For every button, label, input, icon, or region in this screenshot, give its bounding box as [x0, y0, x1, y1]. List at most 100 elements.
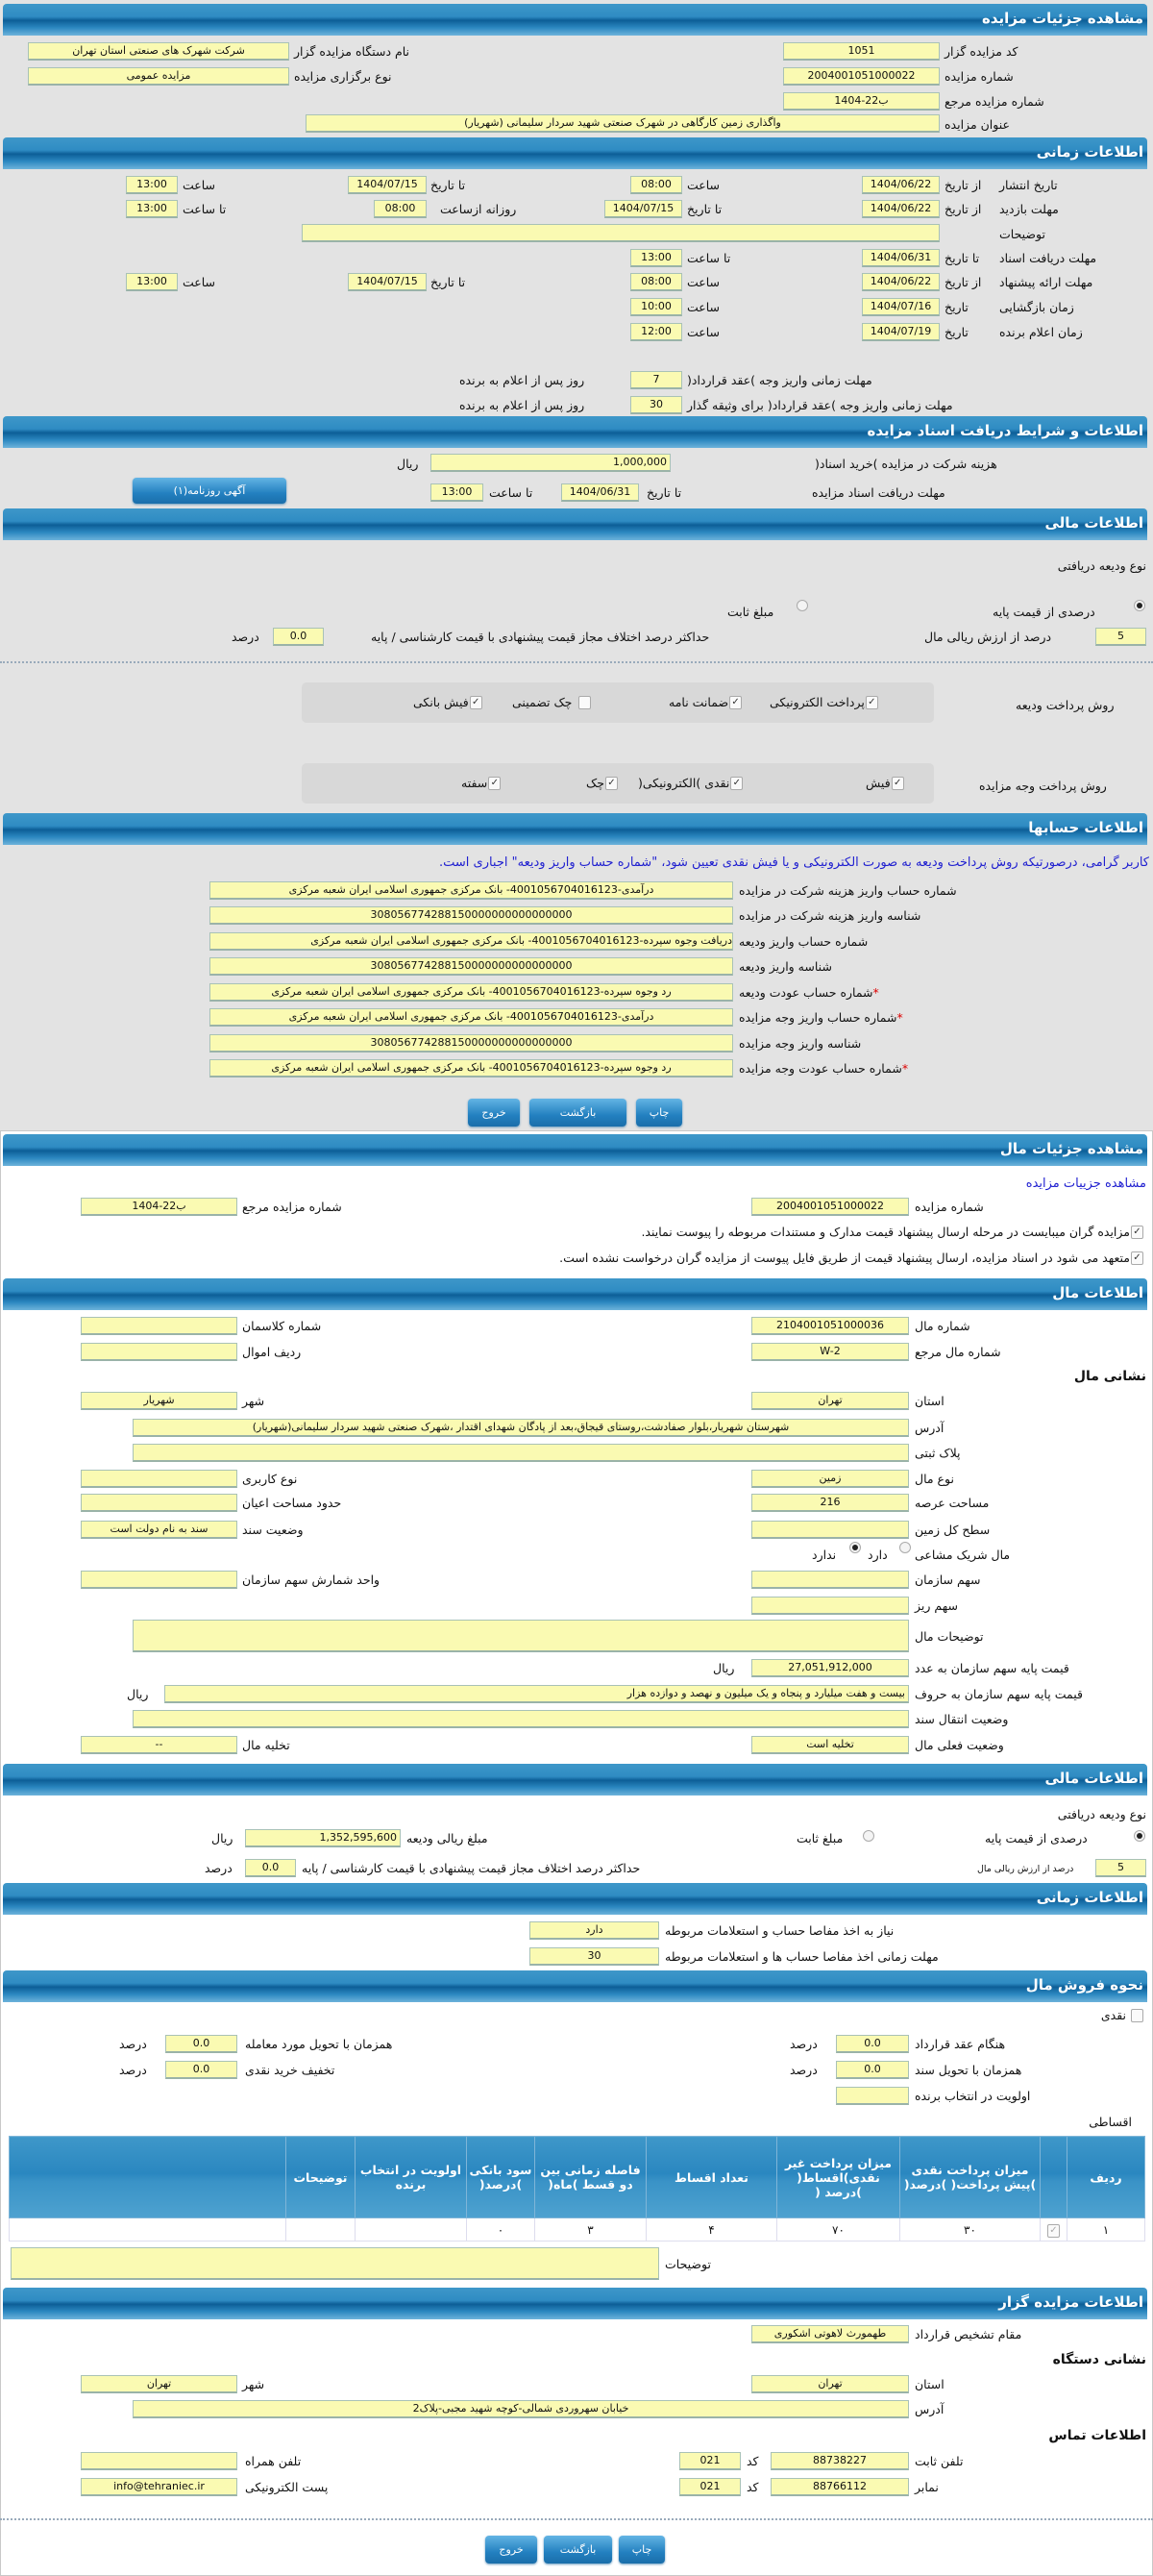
winner-time[interactable]: 12:00 [630, 323, 682, 341]
docs-to-date[interactable]: 1404/06/31 [862, 249, 940, 267]
publish-from-date[interactable]: 1404/06/22 [862, 176, 940, 194]
auction-details-link[interactable]: مشاهده جزییات مزایده [1025, 1177, 1146, 1191]
item-deposit-percent-field[interactable]: 5 [1095, 1859, 1146, 1877]
usage-field[interactable] [81, 1470, 237, 1488]
deed-status-field[interactable]: سند به نام دولت است [81, 1521, 237, 1539]
address-field[interactable]: شهرستان شهریار،بلوار صفادشت،روستای قیجاق… [133, 1419, 909, 1437]
fixed-radio[interactable] [797, 600, 808, 611]
newspaper-ad-button[interactable]: آگهی روزنامه(۱) [133, 478, 286, 504]
max-diff-field[interactable]: 0.0 [273, 628, 324, 646]
account-field[interactable]: درآمدی-4001056704016123- بانک مرکزی جمهو… [209, 881, 733, 900]
price-words-field[interactable]: بیست و هفت میلیارد و پنجاه و یک میلیون و… [164, 1685, 909, 1703]
opening-date[interactable]: 1404/07/16 [862, 298, 940, 316]
item-number-field[interactable]: 2104001051000036 [751, 1317, 909, 1335]
auction-code-field[interactable]: 1051 [783, 42, 940, 61]
sub-share-field[interactable] [751, 1597, 909, 1615]
percent-radio[interactable] [1134, 600, 1145, 611]
item-auction-number-field[interactable]: 2004001051000022 [751, 1198, 909, 1216]
mobile-field[interactable] [81, 2452, 237, 2470]
total-area-field[interactable] [751, 1521, 909, 1539]
back-button-bottom[interactable]: بازگشت [544, 2536, 612, 2564]
asset-row-field[interactable] [81, 1343, 237, 1361]
delivery-payment-field[interactable]: 0.0 [165, 2035, 237, 2053]
account-field[interactable]: 308056774288150000000000000000 [209, 906, 733, 925]
print-button[interactable]: چاپ [636, 1099, 682, 1127]
item-max-diff-field[interactable]: 0.0 [245, 1859, 296, 1877]
contract2-days[interactable]: 30 [630, 396, 682, 414]
payment-method-cash[interactable]: ✓ نقدی )الکترونیکی( [638, 776, 744, 790]
payment-method-promissory[interactable]: ✓ سفته [461, 776, 502, 790]
visit-to-date[interactable]: 1404/07/15 [604, 200, 682, 218]
checkbox-checked-icon[interactable]: ✓ [469, 695, 482, 709]
checkbox-checked-icon[interactable]: ✓ [1047, 2223, 1060, 2238]
checkbox-checked-icon[interactable]: ✓ [865, 695, 878, 709]
auction-type-field[interactable]: مزایده عمومی [28, 67, 289, 86]
docs-to-time[interactable]: 13:00 [630, 249, 682, 267]
item-desc-field[interactable] [133, 1620, 909, 1652]
shared-yes-radio[interactable] [899, 1542, 911, 1553]
city-field[interactable]: شهریار [81, 1392, 237, 1410]
checkbox-checked-icon[interactable]: ✓ [729, 695, 743, 709]
checkbox-checked-icon[interactable]: ✓ [1131, 1251, 1143, 1265]
priority-field[interactable] [836, 2087, 909, 2105]
ref-number-field[interactable]: 1404-22ب [783, 92, 940, 111]
winner-date[interactable]: 1404/07/19 [862, 323, 940, 341]
docs-cost-field[interactable]: 1,000,000 [430, 454, 671, 472]
exit-button-bottom[interactable]: خروج [485, 2536, 537, 2564]
visit-from-date[interactable]: 1404/06/22 [862, 200, 940, 218]
item-kind-field[interactable]: زمین [751, 1470, 909, 1488]
item-fixed-radio[interactable] [863, 1830, 874, 1842]
cash-sale-checkbox[interactable]: نقدی [1101, 2008, 1143, 2022]
price-field[interactable]: 27,051,912,000 [751, 1659, 909, 1677]
share-unit-field[interactable] [81, 1571, 237, 1589]
shared-no-radio[interactable] [849, 1542, 861, 1553]
contract1-days[interactable]: 7 [630, 371, 682, 389]
clearance-field[interactable]: دارد [529, 1921, 659, 1940]
email-field[interactable]: info@tehraniec.ir [81, 2478, 237, 2496]
deposit-method-bank-slip[interactable]: ✓ فیش بانکی [413, 695, 482, 709]
checkbox-checked-icon[interactable]: ✓ [488, 776, 502, 790]
payment-method-cheque[interactable]: ✓ چک [586, 776, 618, 790]
subject-field[interactable]: واگذاری زمین کارگاهی در شهرک صنعتی شهید … [306, 114, 940, 133]
clearance-days-field[interactable]: 30 [529, 1947, 659, 1966]
province-field[interactable]: تهران [751, 1392, 909, 1410]
deposit-method-guarantee[interactable]: ✓ ضمانت نامه [669, 695, 743, 709]
publish-to-time[interactable]: 13:00 [126, 176, 178, 194]
fax-code-field[interactable]: 021 [679, 2478, 741, 2496]
item-percent-radio[interactable] [1134, 1830, 1145, 1842]
sale-desc-field[interactable] [11, 2247, 659, 2280]
org-field[interactable]: شرکت شهرک های صنعتی استان تهران [28, 42, 289, 61]
account-field[interactable]: 308056774288150000000000000000 [209, 1034, 733, 1053]
item-ref-field[interactable]: 1404-22ب [81, 1198, 237, 1216]
authority-field[interactable]: طهمورث لاهوتی اشکوری [751, 2325, 909, 2343]
org-share-field[interactable] [751, 1571, 909, 1589]
org-province-field[interactable]: تهران [751, 2375, 909, 2393]
status-field[interactable]: تخلیه است [751, 1736, 909, 1754]
visit-from-time[interactable]: 08:00 [374, 200, 427, 218]
evacuation-field[interactable]: -- [81, 1736, 237, 1754]
checkbox-checked-icon[interactable]: ✓ [730, 776, 744, 790]
offer-from-date[interactable]: 1404/06/22 [862, 273, 940, 291]
checkbox-unchecked-icon[interactable] [1131, 2008, 1143, 2022]
exit-button[interactable]: خروج [468, 1099, 520, 1127]
timing-desc-field[interactable] [302, 224, 940, 242]
org-city-field[interactable]: تهران [81, 2375, 237, 2393]
publish-from-time[interactable]: 08:00 [630, 176, 682, 194]
checkbox-unchecked-icon[interactable] [578, 695, 592, 709]
account-field[interactable]: رد وجوه سپرده-4001056704016123- بانک مرک… [209, 983, 733, 1002]
deposit-amount-field[interactable]: 1,352,595,600 [245, 1829, 401, 1847]
deposit-method-electronic[interactable]: ✓ پرداخت الکترونیکی [770, 695, 878, 709]
class-number-field[interactable] [81, 1317, 237, 1335]
checkbox-checked-icon[interactable]: ✓ [604, 776, 618, 790]
deposit-percent-field[interactable]: 5 [1095, 628, 1146, 646]
opening-time[interactable]: 10:00 [630, 298, 682, 316]
deed-payment-field[interactable]: 0.0 [836, 2061, 909, 2079]
account-field[interactable]: دریافت وجوه سپرده-4001056704016123- بانک… [209, 932, 733, 951]
publish-to-date[interactable]: 1404/07/15 [348, 176, 427, 194]
account-field[interactable]: 308056774288150000000000000000 [209, 957, 733, 976]
area-field[interactable]: 216 [751, 1494, 909, 1512]
account-field[interactable]: درآمدی-4001056704016123- بانک مرکزی جمهو… [209, 1008, 733, 1027]
checkbox-checked-icon[interactable]: ✓ [891, 776, 904, 790]
docs-deadline-date[interactable]: 1404/06/31 [561, 483, 639, 502]
visit-to-time[interactable]: 13:00 [126, 200, 178, 218]
